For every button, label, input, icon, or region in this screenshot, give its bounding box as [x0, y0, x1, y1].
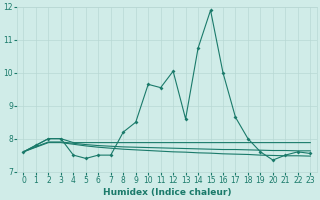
X-axis label: Humidex (Indice chaleur): Humidex (Indice chaleur)	[103, 188, 231, 197]
